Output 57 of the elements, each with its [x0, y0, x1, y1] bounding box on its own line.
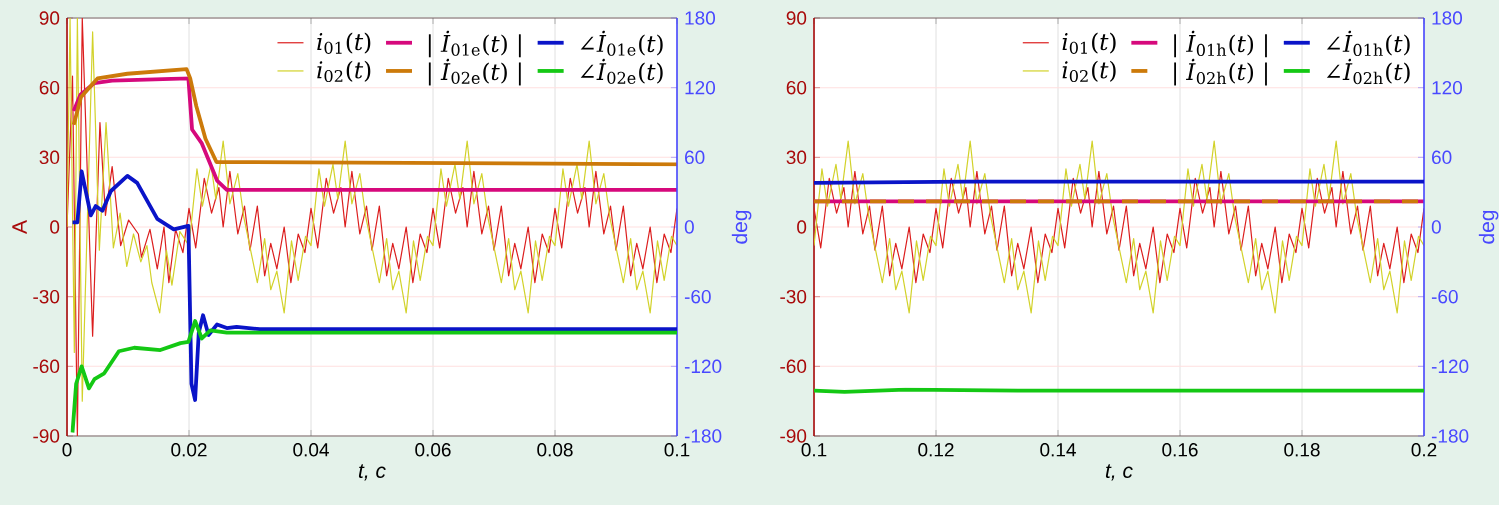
x-tick-label: 0.1	[664, 443, 690, 457]
x-tick-label: 0.1	[801, 443, 827, 457]
legend-label: i$_{01}$(t)	[317, 32, 371, 54]
x-tick-label: 0.04	[293, 443, 329, 457]
y-tick-label: 0	[50, 220, 60, 234]
x-tick-label: 0.16	[1162, 443, 1198, 457]
legend-label: ∠İ$_{02e}$(t)	[580, 58, 663, 84]
legend-label: i$_{01}$(t)	[1062, 32, 1116, 54]
y-tick-label: 0	[797, 220, 807, 234]
legend-label: i$_{02}$(t)	[1062, 60, 1116, 83]
x-axis-title: t, c	[1105, 464, 1133, 481]
x-tick-label: 0.02	[171, 443, 207, 457]
legend-label: ∠İ$_{01h}$(t)	[1326, 30, 1410, 57]
y2-axis-title: deg	[731, 210, 752, 244]
y-tick-label: 90	[786, 11, 807, 25]
legend-label: | İ$_{02h}$(t) |	[1174, 58, 1267, 86]
y-tick-label: -30	[780, 289, 807, 304]
y-tick-label: 30	[39, 150, 60, 165]
y-tick-label: -90	[33, 429, 60, 443]
y2-tick-label: 0	[1431, 220, 1441, 234]
legend-label: | İ$_{01h}$(t) |	[1174, 30, 1267, 58]
y-tick-label: -30	[33, 289, 60, 304]
x-tick-label: 0.14	[1040, 443, 1076, 457]
x-tick-label: 0.18	[1284, 443, 1320, 457]
y2-tick-label: 60	[685, 150, 705, 165]
x-axis-title: t, c	[358, 464, 386, 481]
y2-tick-label: -60	[1431, 289, 1458, 304]
y-tick-label: 60	[786, 80, 807, 95]
y2-tick-label: -120	[684, 359, 722, 374]
y-tick-label: -60	[780, 359, 807, 374]
y2-axis-title: deg	[1478, 210, 1499, 244]
y2-tick-label: 0	[684, 220, 694, 234]
x-tick-label: 0.12	[918, 443, 954, 457]
x-tick-label: 0.2	[1411, 443, 1437, 457]
y-tick-label: -90	[780, 429, 807, 443]
y2-tick-label: 120	[1432, 80, 1463, 95]
x-tick-label: 0.08	[537, 443, 573, 457]
y2-tick-label: 120	[685, 80, 716, 95]
legend-label: ∠İ$_{01e}$(t)	[580, 30, 663, 56]
y2-tick-label: -180	[684, 429, 722, 443]
y2-tick-label: 180	[1432, 11, 1463, 25]
y-tick-label: 60	[39, 80, 60, 95]
y2-tick-label: 60	[1432, 150, 1452, 165]
y2-tick-label: -180	[1431, 429, 1469, 443]
legend-label: i$_{02}$(t)	[317, 60, 371, 83]
y2-tick-label: -60	[684, 289, 711, 304]
y-tick-label: -60	[33, 359, 60, 374]
legend-label: | İ$_{01e}$(t) |	[428, 30, 521, 58]
y-tick-label: 90	[39, 11, 60, 25]
y2-tick-label: -120	[1431, 359, 1469, 374]
y-tick-label: 30	[786, 150, 807, 165]
y-axis-title: A	[12, 220, 27, 234]
legend-label: | İ$_{02e}$(t) |	[428, 58, 521, 86]
x-tick-label: 0.06	[415, 443, 451, 457]
y2-tick-label: 180	[685, 11, 716, 25]
legend-label: ∠İ$_{02h}$(t)	[1326, 58, 1410, 85]
x-tick-label: 0	[62, 443, 72, 457]
